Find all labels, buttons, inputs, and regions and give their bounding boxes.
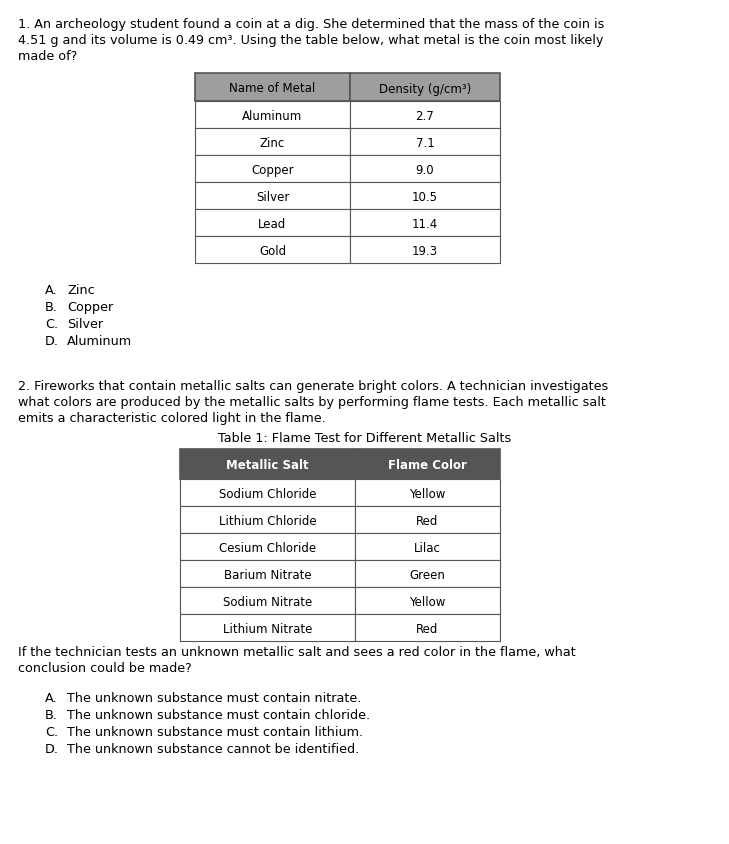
Text: The unknown substance must contain nitrate.: The unknown substance must contain nitra… xyxy=(67,691,362,704)
Text: C.: C. xyxy=(45,317,58,331)
Bar xyxy=(180,479,355,506)
Text: conclusion could be made?: conclusion could be made? xyxy=(18,661,192,674)
Bar xyxy=(195,210,350,236)
Text: Cesium Chloride: Cesium Chloride xyxy=(219,541,316,555)
Text: Sodium Nitrate: Sodium Nitrate xyxy=(223,595,312,609)
Bar xyxy=(350,210,500,236)
Text: Red: Red xyxy=(416,514,439,528)
Text: what colors are produced by the metallic salts by performing flame tests. Each m: what colors are produced by the metallic… xyxy=(18,396,606,408)
Bar xyxy=(350,183,500,210)
Text: Yellow: Yellow xyxy=(409,488,445,500)
Bar xyxy=(180,614,355,641)
Text: 11.4: 11.4 xyxy=(412,218,438,230)
Bar xyxy=(350,156,500,183)
Bar xyxy=(355,450,500,479)
Text: 7.1: 7.1 xyxy=(416,137,434,150)
Text: Name of Metal: Name of Metal xyxy=(230,83,316,95)
Text: B.: B. xyxy=(45,708,58,721)
Text: Copper: Copper xyxy=(252,164,294,176)
Text: Table 1: Flame Test for Different Metallic Salts: Table 1: Flame Test for Different Metall… xyxy=(218,431,511,445)
Text: 19.3: 19.3 xyxy=(412,245,438,257)
Bar xyxy=(355,560,500,587)
Bar xyxy=(350,102,500,129)
Text: 2.7: 2.7 xyxy=(416,110,434,123)
Text: C.: C. xyxy=(45,725,58,738)
Bar xyxy=(195,183,350,210)
Bar xyxy=(180,450,355,479)
Text: Barium Nitrate: Barium Nitrate xyxy=(224,568,311,582)
Text: 4.51 g and its volume is 0.49 cm³. Using the table below, what metal is the coin: 4.51 g and its volume is 0.49 cm³. Using… xyxy=(18,34,604,47)
Text: Metallic Salt: Metallic Salt xyxy=(226,459,309,472)
Text: Aluminum: Aluminum xyxy=(242,110,303,123)
Text: Yellow: Yellow xyxy=(409,595,445,609)
Bar xyxy=(180,506,355,533)
Bar xyxy=(180,533,355,560)
Text: 9.0: 9.0 xyxy=(416,164,434,176)
Bar xyxy=(195,129,350,156)
Text: Zinc: Zinc xyxy=(260,137,285,150)
Bar xyxy=(350,236,500,263)
Bar xyxy=(355,506,500,533)
Text: A.: A. xyxy=(45,691,58,704)
Text: A.: A. xyxy=(45,284,58,296)
Text: made of?: made of? xyxy=(18,50,77,63)
Text: Zinc: Zinc xyxy=(67,284,95,296)
Text: Silver: Silver xyxy=(67,317,103,331)
Text: D.: D. xyxy=(45,742,59,755)
Text: Aluminum: Aluminum xyxy=(67,334,132,348)
Bar xyxy=(195,156,350,183)
Text: Green: Green xyxy=(410,568,445,582)
Text: 1. An archeology student found a coin at a dig. She determined that the mass of : 1. An archeology student found a coin at… xyxy=(18,18,604,31)
Text: D.: D. xyxy=(45,334,59,348)
Text: Lithium Nitrate: Lithium Nitrate xyxy=(223,622,312,636)
Text: Lilac: Lilac xyxy=(414,541,441,555)
Text: 10.5: 10.5 xyxy=(412,191,438,203)
Text: The unknown substance must contain lithium.: The unknown substance must contain lithi… xyxy=(67,725,363,738)
Text: Red: Red xyxy=(416,622,439,636)
Text: Lithium Chloride: Lithium Chloride xyxy=(219,514,316,528)
Text: Silver: Silver xyxy=(256,191,289,203)
Bar xyxy=(355,614,500,641)
Text: Density (g/cm³): Density (g/cm³) xyxy=(379,83,471,95)
Bar xyxy=(195,102,350,129)
Text: Gold: Gold xyxy=(259,245,286,257)
Text: The unknown substance must contain chloride.: The unknown substance must contain chlor… xyxy=(67,708,370,721)
Bar xyxy=(355,479,500,506)
Bar xyxy=(195,236,350,263)
Text: emits a characteristic colored light in the flame.: emits a characteristic colored light in … xyxy=(18,412,326,425)
Text: B.: B. xyxy=(45,300,58,314)
Text: Sodium Chloride: Sodium Chloride xyxy=(219,488,316,500)
Bar xyxy=(350,129,500,156)
Bar xyxy=(195,74,350,102)
Bar xyxy=(355,587,500,614)
Bar xyxy=(350,74,500,102)
Text: Copper: Copper xyxy=(67,300,113,314)
Text: Lead: Lead xyxy=(258,218,286,230)
Bar xyxy=(180,560,355,587)
Text: 2. Fireworks that contain metallic salts can generate bright colors. A technicia: 2. Fireworks that contain metallic salts… xyxy=(18,380,608,392)
Bar xyxy=(180,587,355,614)
Bar xyxy=(355,533,500,560)
Text: The unknown substance cannot be identified.: The unknown substance cannot be identifi… xyxy=(67,742,359,755)
Text: Flame Color: Flame Color xyxy=(388,459,467,472)
Text: If the technician tests an unknown metallic salt and sees a red color in the fla: If the technician tests an unknown metal… xyxy=(18,645,576,658)
